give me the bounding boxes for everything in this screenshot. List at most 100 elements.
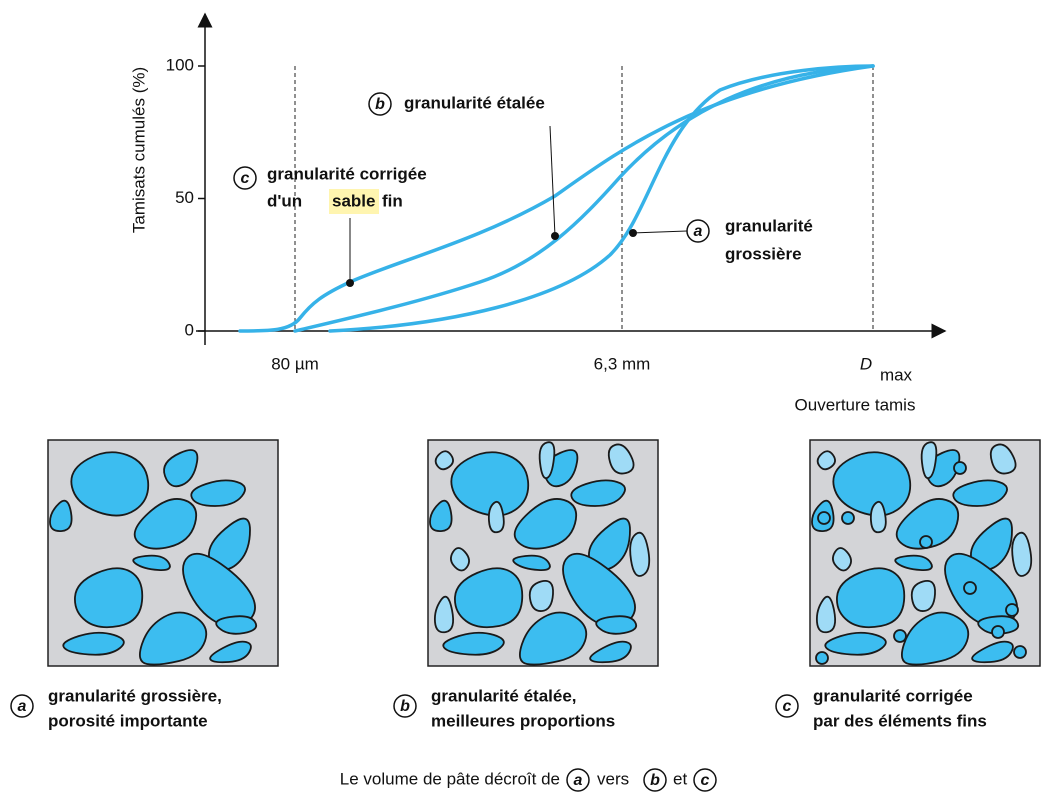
footer-text: Le volume de pâte décroît de bbox=[340, 769, 560, 788]
point-a bbox=[629, 229, 637, 237]
aggregate bbox=[454, 567, 524, 629]
aggregate bbox=[513, 498, 578, 550]
panel-caption: meilleures proportions bbox=[431, 711, 615, 730]
fine-aggregate bbox=[832, 547, 852, 572]
fine-aggregate bbox=[528, 580, 554, 612]
fine-aggregate bbox=[989, 443, 1017, 475]
fine-element bbox=[815, 651, 829, 665]
aggregate bbox=[138, 611, 208, 666]
footer-text: et bbox=[673, 769, 687, 788]
aggregate bbox=[74, 567, 144, 629]
letter: a bbox=[694, 223, 703, 240]
aggregate bbox=[429, 499, 453, 532]
aggregate bbox=[190, 479, 246, 507]
letter-circle bbox=[775, 694, 799, 718]
footer: Le volume de pâte décroît de a vers b et… bbox=[340, 768, 717, 792]
aggregate bbox=[824, 631, 887, 656]
fine-element bbox=[919, 535, 933, 549]
fine-aggregate bbox=[815, 595, 837, 634]
panel-caption: granularité corrigée bbox=[813, 686, 973, 705]
letter-circle bbox=[393, 694, 417, 718]
fine-element bbox=[841, 511, 855, 525]
aggregate bbox=[512, 554, 551, 572]
letter: c bbox=[701, 772, 710, 789]
fine-aggregate bbox=[607, 443, 635, 475]
point-c bbox=[346, 279, 354, 287]
curve-a bbox=[328, 64, 875, 333]
fine-aggregate bbox=[487, 500, 505, 534]
letter-circle bbox=[368, 92, 392, 116]
panel bbox=[47, 439, 279, 667]
fine-aggregate bbox=[816, 450, 836, 471]
curve-label: grossière bbox=[725, 244, 802, 263]
fine-aggregate bbox=[433, 595, 455, 634]
highlight bbox=[329, 189, 379, 214]
x-end-label: D bbox=[860, 354, 872, 373]
letter-circle bbox=[686, 219, 710, 243]
letter-circle bbox=[10, 694, 34, 718]
aggregate bbox=[894, 554, 933, 572]
panel-caption: granularité grossière, bbox=[48, 686, 222, 705]
letter: b bbox=[400, 698, 410, 715]
x-axis-label: Ouverture tamis bbox=[795, 395, 916, 414]
panel-caption: par des éléments fins bbox=[813, 711, 987, 730]
aggregate bbox=[215, 615, 258, 635]
aggregate bbox=[442, 631, 505, 656]
curve-label: d'un bbox=[267, 191, 302, 210]
aggregate bbox=[595, 615, 638, 635]
letter-circle bbox=[693, 768, 717, 792]
fine-aggregate bbox=[869, 500, 887, 534]
fine-element bbox=[991, 625, 1005, 639]
aggregate bbox=[952, 479, 1008, 507]
panel bbox=[809, 439, 1041, 667]
x-end-subscript: max bbox=[880, 365, 913, 384]
curve-label: granularité étalée bbox=[404, 93, 545, 112]
letter-circle bbox=[643, 768, 667, 792]
curve-b bbox=[293, 64, 875, 333]
aggregate bbox=[70, 451, 150, 517]
aggregate bbox=[589, 640, 632, 664]
letter: a bbox=[18, 698, 27, 715]
leader-a bbox=[632, 230, 688, 234]
fine-element bbox=[817, 511, 831, 525]
letter: a bbox=[574, 772, 583, 789]
curve-label: fin bbox=[382, 191, 403, 210]
aggregate bbox=[62, 631, 125, 656]
letter-circle bbox=[233, 166, 257, 190]
fine-aggregate bbox=[910, 580, 936, 612]
x-tick-label: 6,3 mm bbox=[594, 354, 651, 373]
aggregate bbox=[836, 567, 906, 629]
fine-element bbox=[963, 581, 977, 595]
aggregate bbox=[49, 499, 73, 532]
fine-element bbox=[1013, 645, 1027, 659]
leader-b bbox=[549, 125, 556, 237]
aggregate bbox=[832, 451, 912, 517]
fine-element bbox=[1005, 603, 1019, 617]
panel-caption: porosité importante bbox=[48, 711, 208, 730]
fine-aggregate bbox=[450, 547, 470, 572]
curve-label: granularité bbox=[725, 216, 813, 235]
x-tick-label: 80 µm bbox=[271, 354, 319, 373]
panel-caption: granularité étalée, bbox=[431, 686, 577, 705]
aggregate bbox=[570, 479, 626, 507]
y-tick-label: 100 bbox=[166, 55, 194, 74]
reference-lines bbox=[294, 66, 874, 331]
aggregate bbox=[518, 611, 588, 666]
aggregate bbox=[133, 498, 198, 550]
aggregate bbox=[163, 449, 199, 488]
aggregate bbox=[132, 554, 171, 572]
aggregate bbox=[971, 640, 1014, 664]
letter: c bbox=[783, 698, 792, 715]
aggregate bbox=[450, 451, 530, 517]
letter-circle bbox=[566, 768, 590, 792]
aggregate bbox=[900, 611, 970, 666]
letter: c bbox=[241, 170, 250, 187]
fine-aggregate bbox=[434, 450, 454, 471]
curve-label: sable bbox=[332, 191, 375, 210]
y-axis-label: Tamisats cumulés (%) bbox=[129, 67, 148, 233]
aggregate bbox=[209, 640, 252, 664]
panel bbox=[427, 439, 659, 667]
fine-aggregate bbox=[920, 441, 938, 480]
letter: b bbox=[650, 772, 660, 789]
